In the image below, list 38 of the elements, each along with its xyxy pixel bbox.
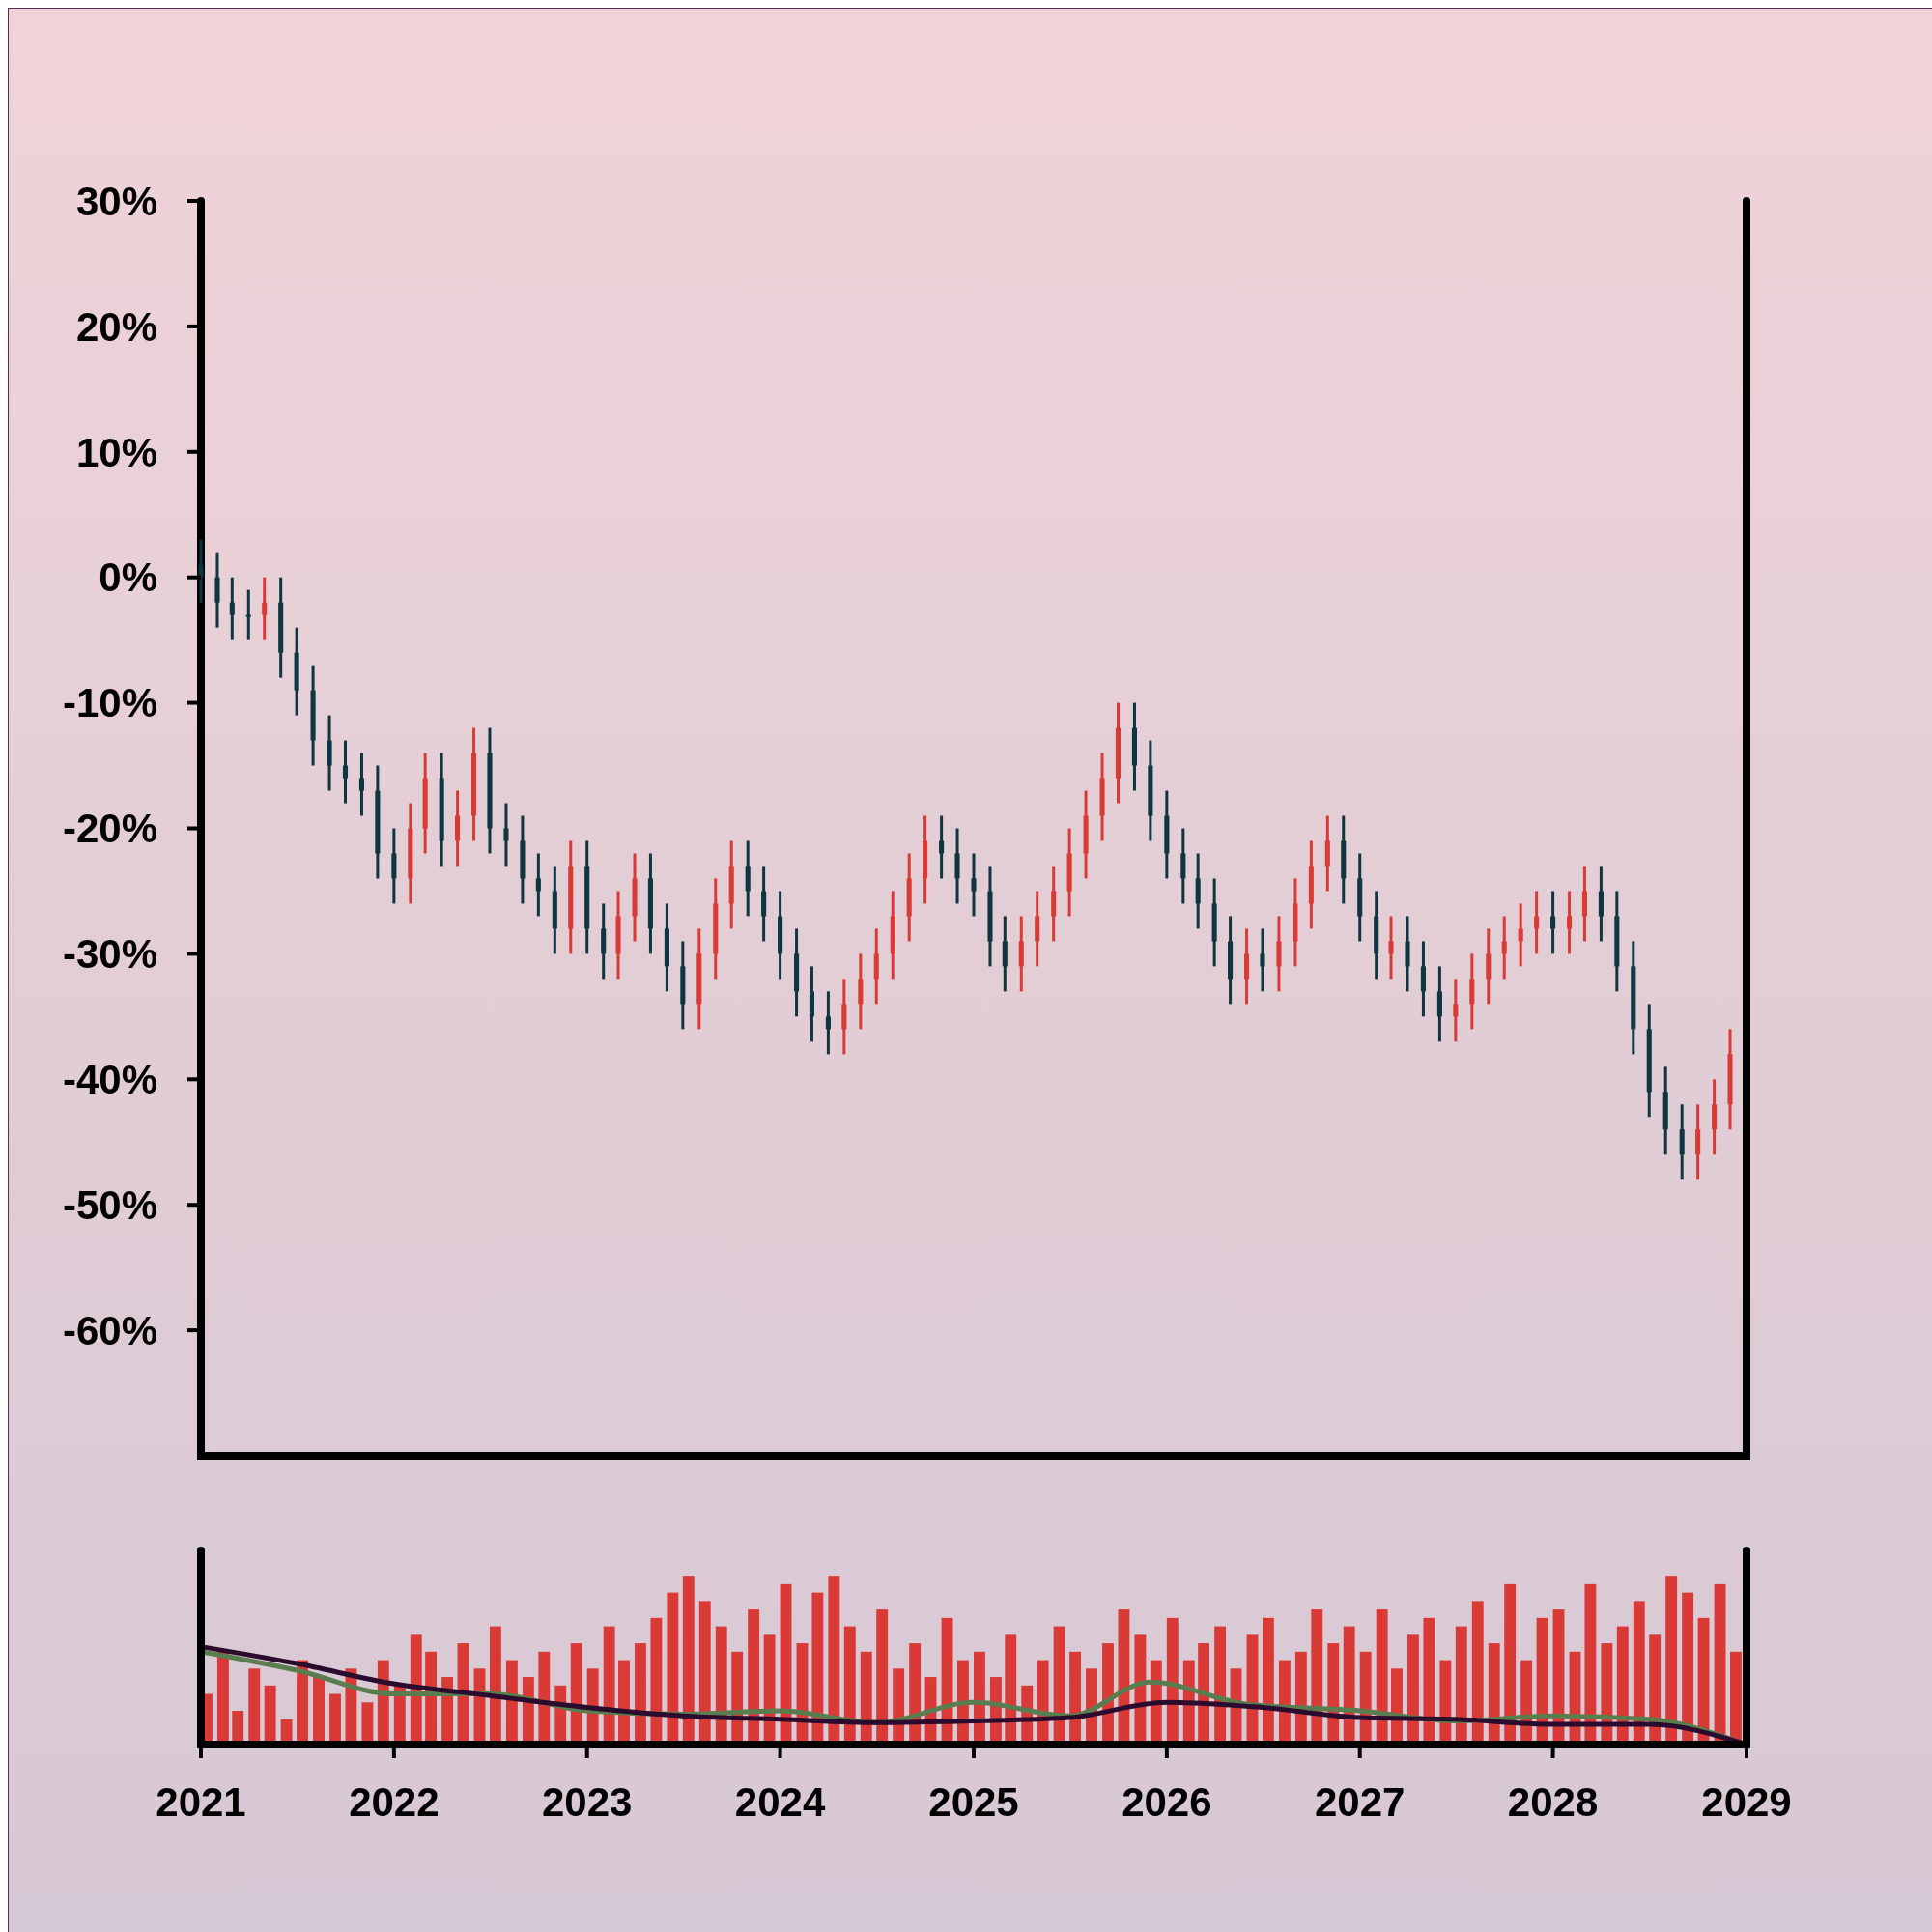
candlestick (1534, 891, 1540, 954)
candlestick (1501, 916, 1507, 980)
candlestick (825, 991, 831, 1055)
y-tick-label: -10% (62, 680, 157, 726)
candlestick (198, 539, 204, 603)
x-tick-label: 2023 (542, 1779, 633, 1825)
y-tick-label: 0% (99, 554, 157, 601)
x-tick-label: 2029 (1701, 1779, 1792, 1825)
x-tick-label: 2025 (928, 1779, 1019, 1825)
candlestick (939, 815, 945, 879)
candlestick (503, 803, 509, 867)
candlestick (971, 853, 977, 917)
y-tick-label: 30% (75, 178, 157, 224)
candlestick (1550, 891, 1556, 954)
x-tick-label: 2022 (349, 1779, 440, 1825)
candlestick (245, 589, 251, 640)
x-tick-label: 2027 (1315, 1779, 1406, 1825)
x-tick-label: 2028 (1507, 1779, 1599, 1825)
y-tick-label: -40% (62, 1057, 157, 1102)
x-tick-label: 2021 (156, 1779, 246, 1825)
candlestick (358, 753, 365, 816)
y-tick-label: -60% (62, 1307, 157, 1353)
y-tick-label: 10% (75, 429, 157, 475)
y-tick-label: 20% (75, 303, 157, 350)
y-tick-label: -50% (62, 1181, 157, 1228)
candlestick (1453, 979, 1459, 1042)
candlestick (229, 577, 235, 640)
x-tick-label: 2026 (1122, 1779, 1212, 1825)
candlestick (262, 577, 268, 640)
x-tick-label: 2024 (734, 1779, 826, 1825)
candlestick (1388, 916, 1394, 980)
candlestick (342, 740, 349, 804)
candlestick (535, 853, 541, 917)
candlestick (1518, 903, 1523, 967)
y-tick-label: -30% (62, 931, 157, 978)
candlestick (1567, 891, 1573, 954)
candlestick (1260, 928, 1265, 992)
y-tick-label: -20% (62, 806, 157, 852)
